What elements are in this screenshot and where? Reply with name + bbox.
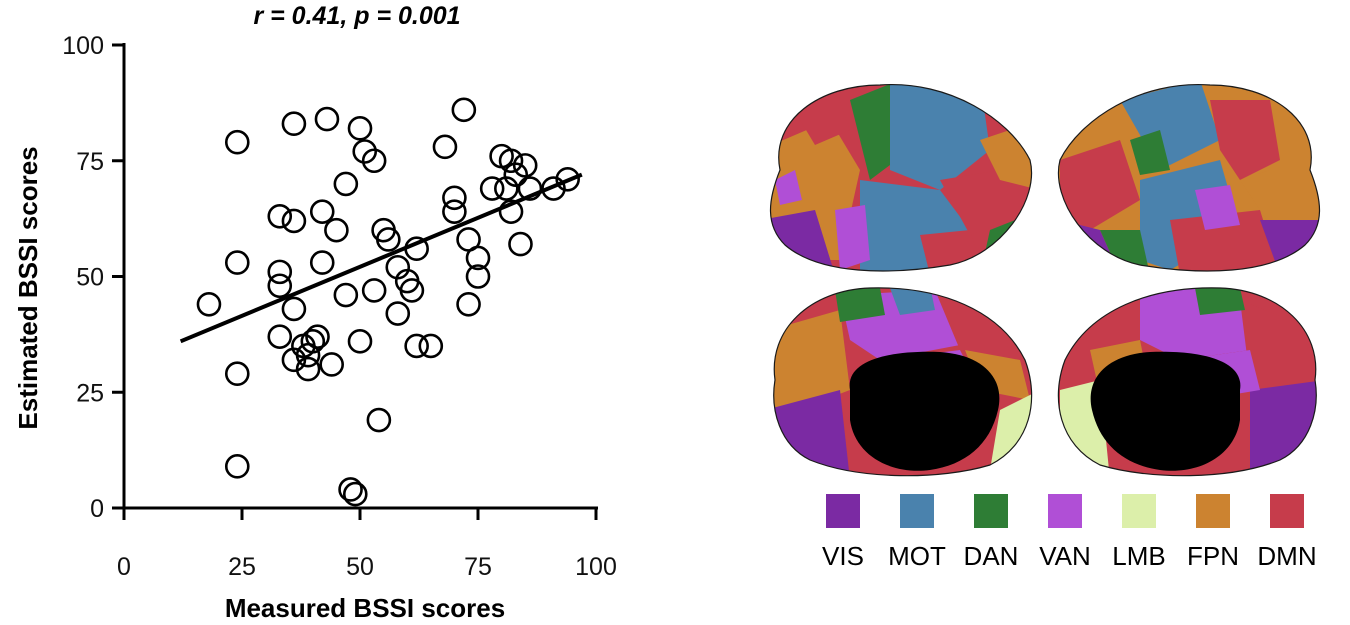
x-tick-label: 50 [346,553,374,581]
data-point [267,273,293,299]
data-point [385,301,411,326]
data-point [314,106,340,132]
data-point [267,259,293,285]
data-point [300,329,326,354]
trend-line [179,172,583,344]
data-point [338,477,363,502]
legend-label-lmb: LMB [1112,541,1166,571]
data-point [224,129,250,155]
data-point [309,250,335,275]
data-point [333,282,359,308]
data-point [376,227,401,252]
data-point [465,245,491,271]
x-axis-title: Measured BSSI scores [225,593,505,623]
data-point [352,139,378,164]
data-point [498,199,524,224]
x-tick-label: 0 [117,553,131,581]
data-point [399,278,425,303]
medial-wall-right [1090,351,1241,471]
data-point [498,148,524,174]
data-point [508,231,533,257]
data-point [456,291,481,317]
legend-label-mot: MOT [888,541,946,571]
legend-swatch-van [1048,494,1082,528]
data-point [512,153,538,178]
data-point [224,454,250,479]
data-point [361,148,387,174]
data-point [281,111,307,137]
legend-label-fpn: FPN [1187,541,1239,571]
data-point [404,236,429,262]
brain-surface-maps [769,84,1321,477]
data-point [465,264,491,289]
legend-label-dan: DAN [963,541,1019,571]
data-point [305,324,330,349]
data-point [224,250,250,275]
data-point [333,171,359,197]
data-point [404,333,429,359]
y-tick-label: 75 [76,148,104,176]
data-point [442,185,467,211]
data-point [281,208,307,234]
data-point [503,162,529,187]
data-point [196,291,222,317]
y-axis-title: Estimated BSSI scores [13,146,43,429]
x-tick-label: 100 [575,553,617,581]
legend-swatch-fpn [1196,494,1230,528]
medial-wall-left [849,351,1000,471]
data-point [224,361,250,387]
data-point [361,278,387,303]
chart-title: r = 0.41, p = 0.001 [253,2,460,30]
scatter-plot: r = 0.41, p = 0.001 Estimated BSSI score… [13,2,617,623]
data-point [418,333,444,359]
x-tick-label: 75 [464,553,492,581]
y-tick-label: 50 [76,264,104,292]
legend-swatch-mot [900,494,934,528]
brain-lateral-right [1058,84,1320,271]
data-point [342,481,368,507]
data-point [432,134,458,160]
data-point [295,356,321,382]
legend-swatch-vis [826,494,860,528]
data-point [324,217,349,243]
data-point [442,199,467,224]
data-points [179,97,583,507]
legend-swatch-lmb [1122,494,1156,528]
y-tick-label: 25 [76,379,104,407]
data-point [267,324,293,349]
brain-lateral-left [770,84,1032,271]
data-point [366,407,392,433]
data-point [555,166,580,192]
legend-label-van: VAN [1039,541,1091,571]
data-point [479,176,505,201]
legend-swatch-dan [974,494,1008,528]
data-point [347,116,373,141]
legend-label-dmn: DMN [1257,541,1317,571]
y-tick-label: 100 [62,32,104,60]
x-tick-label: 25 [228,553,256,581]
data-point [347,329,373,354]
axes: 0 25 50 75 100 0 25 50 75 100 [62,32,617,581]
data-point [451,97,477,123]
legend-swatch-dmn [1270,494,1304,528]
data-point [309,199,335,224]
legend-label-vis: VIS [822,541,864,571]
data-point [319,352,344,377]
data-point [517,176,543,201]
data-point [281,296,307,322]
data-point [267,204,293,229]
y-tick-label: 0 [90,495,104,523]
